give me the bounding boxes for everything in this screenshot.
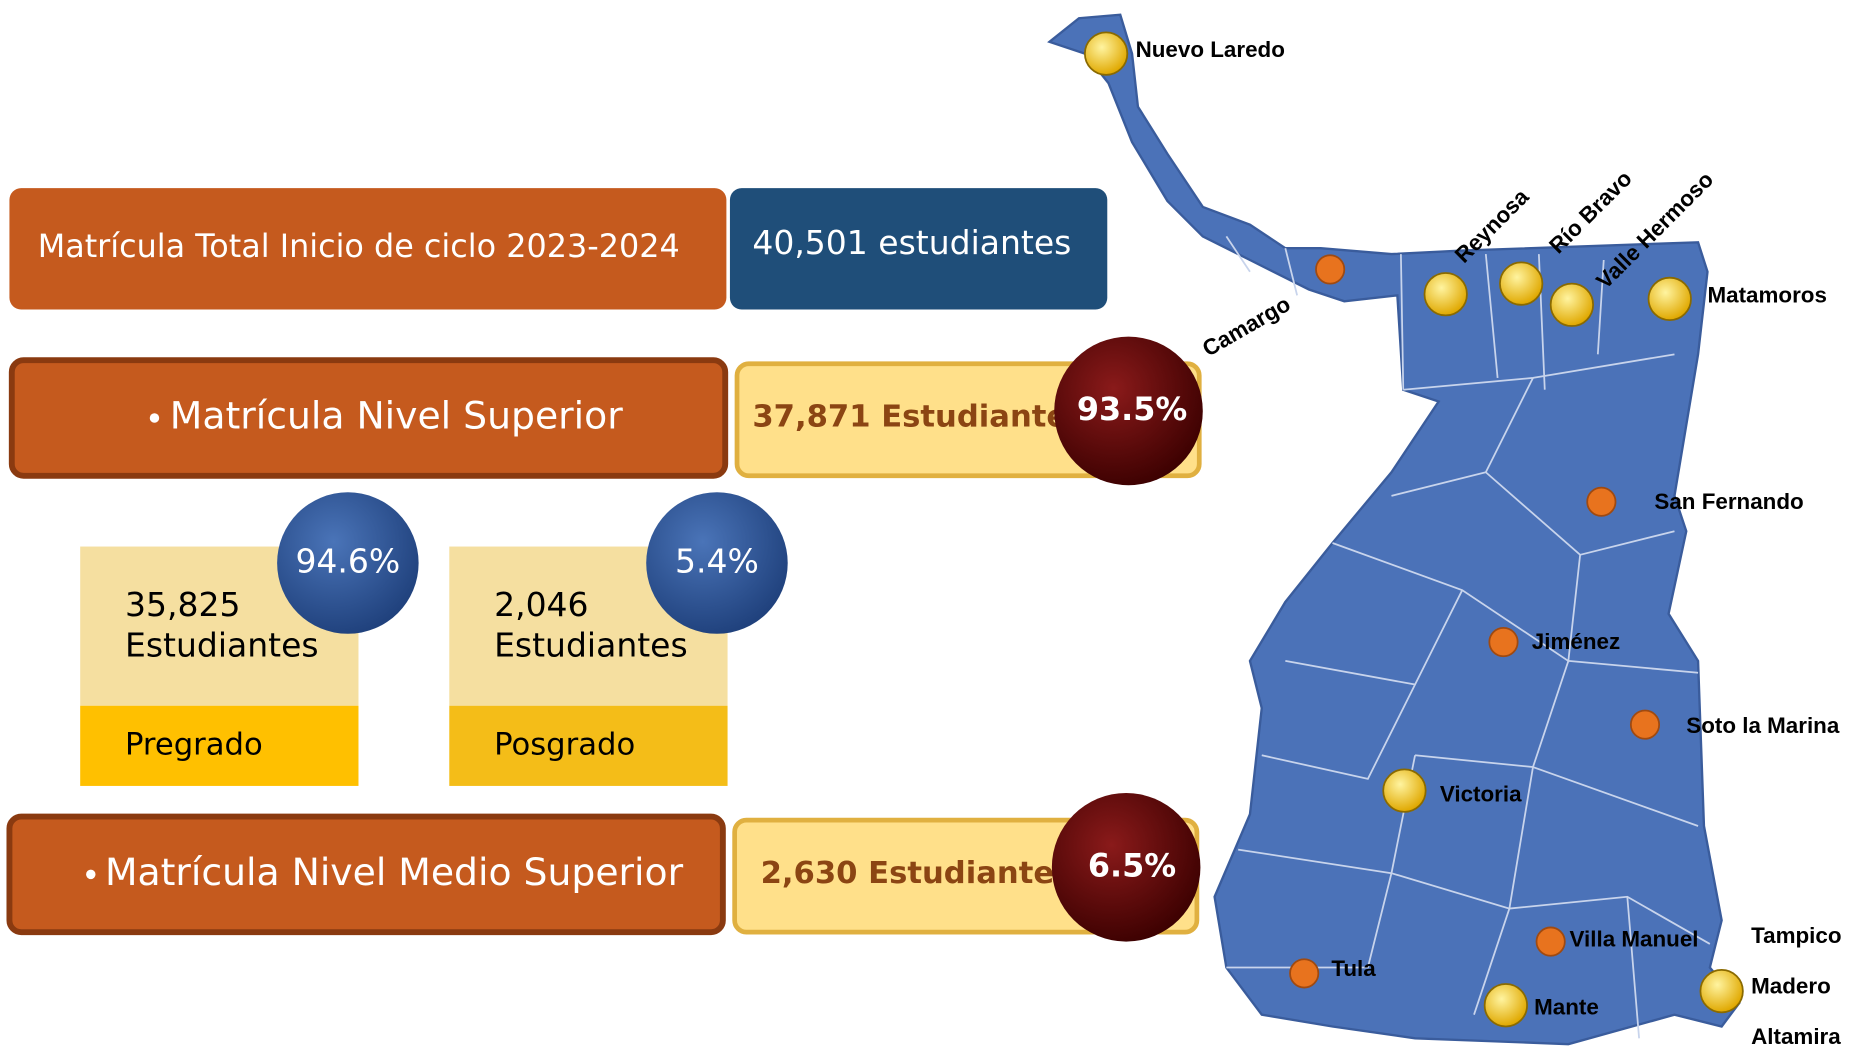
medio-value: 2,630 Estudiantes: [761, 856, 1073, 891]
level-label: Posgrado: [494, 727, 635, 762]
superior-label-box: [8, 357, 729, 479]
city-label: Nuevo Laredo: [1136, 37, 1285, 62]
city-label: Madero: [1751, 973, 1831, 998]
city-label: San Fernando: [1654, 489, 1803, 514]
medio-percent-badge: [1051, 793, 1201, 942]
level-label: Pregrado: [125, 727, 263, 762]
level-percent-badge: [646, 492, 788, 634]
city-label: Matamoros: [1707, 282, 1826, 307]
city-marker: [1289, 958, 1320, 989]
bullet: [86, 869, 96, 880]
superior-percent-badge: [1054, 336, 1203, 486]
level-count: 2,046: [494, 585, 588, 624]
total-value-box: [729, 188, 1108, 310]
map: [1047, 13, 1741, 1046]
city-label: Tula: [1331, 956, 1376, 981]
level-percent: 5.4%: [675, 542, 759, 581]
total-label-box: [9, 188, 727, 310]
superior-label: Matrícula Nivel Superior: [170, 394, 623, 438]
superior-percent: 93.5%: [1077, 390, 1187, 428]
medio-percent: 6.5%: [1088, 846, 1176, 884]
city-label: Victoria: [1440, 781, 1522, 806]
city-marker: [1083, 31, 1129, 76]
city-marker: [1382, 768, 1427, 813]
level-unit: Estudiantes: [125, 625, 319, 664]
city-label: Villa Manuel: [1570, 926, 1699, 951]
level-count: 35,825: [125, 585, 240, 624]
level-unit: Estudiantes: [494, 625, 688, 664]
city-marker: [1423, 272, 1468, 317]
city-marker: [1315, 254, 1346, 285]
city-marker: [1549, 282, 1594, 327]
level-footer: [449, 705, 728, 786]
city-marker: [1535, 926, 1566, 957]
level-percent: 94.6%: [295, 542, 400, 581]
city-label: Altamira: [1751, 1024, 1841, 1049]
city-marker: [1699, 968, 1744, 1014]
city-label: Soto la Marina: [1686, 713, 1840, 738]
city-marker: [1647, 276, 1692, 322]
city-marker: [1629, 709, 1661, 740]
level-percent-badge: [277, 492, 419, 634]
city-marker: [1483, 983, 1528, 1028]
medio-label: Matrícula Nivel Medio Superior: [105, 850, 684, 894]
superior-value: 37,871 Estudiantes: [752, 400, 1085, 435]
city-marker: [1499, 261, 1544, 306]
bullet: [149, 413, 160, 423]
municipal-borders: [1225, 235, 1711, 1039]
city-marker: [1488, 627, 1519, 658]
city-label: Mante: [1534, 995, 1599, 1020]
medio-label-box: [6, 813, 726, 936]
city-label: Camargo: [1198, 291, 1295, 361]
city-label: Jiménez: [1532, 629, 1620, 654]
total-label: Matrícula Total Inicio de ciclo 2023-202…: [38, 227, 680, 265]
city-marker: [1586, 486, 1617, 517]
level-footer: [80, 705, 359, 786]
total-value: 40,501 estudiantes: [752, 223, 1071, 262]
city-label: Tampico: [1751, 923, 1841, 948]
